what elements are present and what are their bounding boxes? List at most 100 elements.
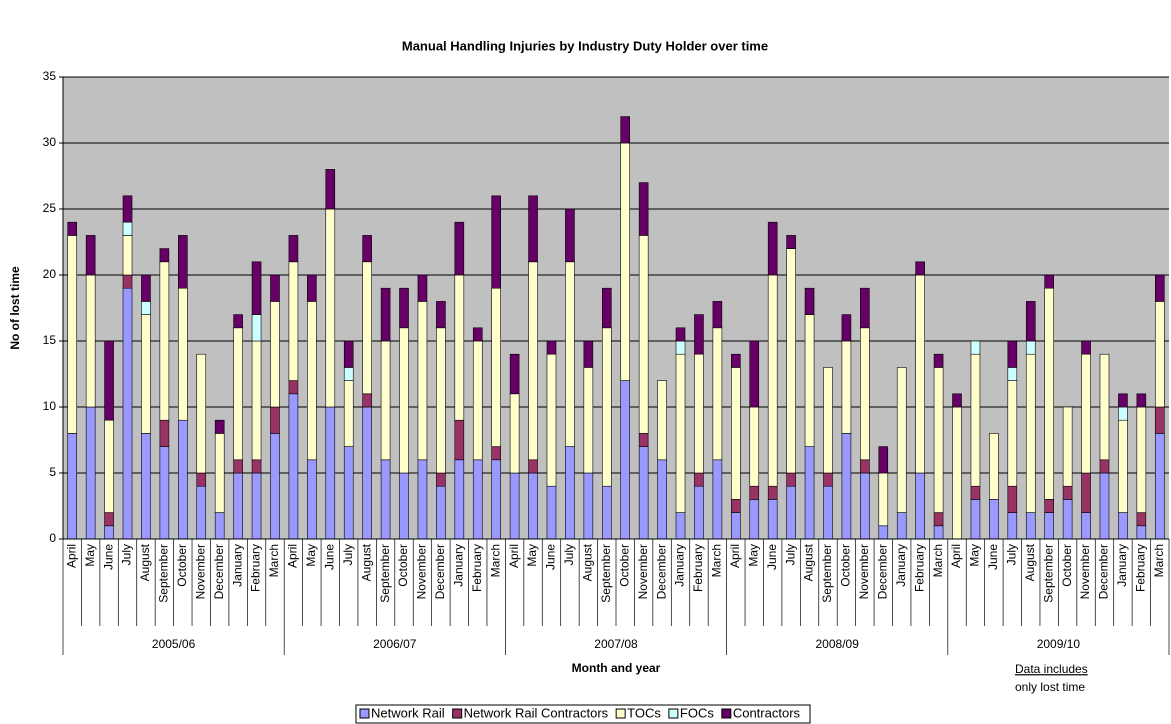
bar-segment xyxy=(104,512,114,527)
bar-segment xyxy=(749,406,760,487)
bar-segment xyxy=(601,287,612,329)
bar-segment xyxy=(1154,433,1165,540)
x-tick-label: January xyxy=(1115,544,1129,587)
bar-segment xyxy=(1007,380,1018,487)
bar-segment xyxy=(749,485,760,500)
bar-segment xyxy=(380,340,391,461)
bar-segment xyxy=(860,459,870,474)
legend-swatch xyxy=(668,708,679,719)
bar-segment xyxy=(472,340,483,461)
bar-segment xyxy=(380,459,391,540)
bar-segment xyxy=(141,314,151,434)
bar-segment xyxy=(270,274,280,302)
bar-segment xyxy=(952,393,962,408)
bar-segment xyxy=(104,525,114,540)
bar-segment xyxy=(1136,512,1147,527)
bar-segment xyxy=(583,367,594,474)
y-tick-label: 15 xyxy=(43,333,57,347)
bar-segment xyxy=(804,314,815,447)
group-label: 2007/08 xyxy=(594,637,638,651)
legend-label: Network Rail Contractors xyxy=(464,705,609,720)
bar-segment xyxy=(675,327,686,342)
x-tick-label: December xyxy=(875,544,889,599)
bar-segment xyxy=(436,327,446,474)
bar-segment xyxy=(1136,525,1147,540)
bar-segment xyxy=(694,472,704,487)
bar-segment xyxy=(417,274,428,302)
x-tick-label: May xyxy=(83,544,97,567)
bar-segment xyxy=(307,301,317,461)
bar-segment xyxy=(1118,512,1128,540)
bar-segment xyxy=(933,367,944,513)
group-label: 2008/09 xyxy=(816,637,860,651)
x-tick-label: September xyxy=(157,544,171,603)
bar-segment xyxy=(1154,301,1165,408)
x-tick-label: November xyxy=(193,544,207,599)
bar-segment xyxy=(472,459,483,540)
bar-segment xyxy=(731,353,741,368)
bar-segment xyxy=(1062,485,1073,500)
y-tick-label: 30 xyxy=(43,135,57,149)
legend: Network Rail Network Rail Contractors TOCs… xyxy=(355,704,811,724)
bar-segment xyxy=(122,221,133,236)
bar-segment xyxy=(380,287,391,342)
bar-segment xyxy=(528,472,538,540)
bar-segment xyxy=(638,446,649,540)
bar-segment xyxy=(731,367,741,500)
bar-segment xyxy=(509,472,520,540)
bar-segment xyxy=(823,367,833,474)
x-tick-label: May xyxy=(304,544,318,567)
x-tick-label: August xyxy=(1023,543,1037,581)
bar-segment xyxy=(1118,419,1128,513)
bar-segment xyxy=(104,340,114,421)
bar-segment xyxy=(638,235,649,434)
bar-segment xyxy=(251,459,262,474)
bar-segment xyxy=(989,433,999,500)
bar-segment xyxy=(933,512,944,527)
bar-segment xyxy=(362,261,372,395)
x-tick-label: August xyxy=(138,543,152,581)
x-tick-label: June xyxy=(101,544,115,570)
x-tick-label: September xyxy=(1041,544,1055,603)
bar-segment xyxy=(196,485,207,540)
bar-segment xyxy=(122,195,133,223)
bar-segment xyxy=(1044,287,1054,500)
bar-segment xyxy=(841,433,852,540)
bar-segment xyxy=(860,472,870,540)
legend-swatch xyxy=(615,708,626,719)
bar-segment xyxy=(731,499,741,513)
x-tick-label: April xyxy=(949,544,963,568)
bar-segment xyxy=(841,314,852,342)
bar-segment xyxy=(362,406,372,540)
bar-segment xyxy=(288,261,299,381)
x-tick-label: June xyxy=(544,544,558,570)
bar-segment xyxy=(251,472,262,540)
bar-segment xyxy=(436,485,446,540)
x-tick-label: November xyxy=(857,544,871,599)
bar-segment xyxy=(675,512,686,540)
bar-segment xyxy=(1081,340,1091,355)
bar-segment xyxy=(528,459,538,474)
bar-segment xyxy=(1099,353,1110,461)
bar-segment xyxy=(67,433,78,540)
bar-segment xyxy=(288,380,299,395)
bar-segment xyxy=(1081,512,1091,540)
bar-segment xyxy=(933,525,944,540)
bar-segment xyxy=(1081,472,1091,513)
x-tick-label: August xyxy=(581,543,595,581)
bar-segment xyxy=(583,340,594,368)
annotation: Data includes xyxy=(1015,662,1088,676)
bar-segment xyxy=(141,274,151,302)
bar-segment xyxy=(970,499,981,540)
x-tick-label: March xyxy=(267,544,281,577)
bar-segment xyxy=(970,340,981,355)
bar-segment xyxy=(141,301,151,315)
x-tick-label: May xyxy=(525,544,539,567)
group-label: 2009/10 xyxy=(1037,637,1081,651)
bar-segment xyxy=(1099,459,1110,474)
x-axis-label: Month and year xyxy=(572,661,661,675)
bar-segment xyxy=(970,485,981,500)
bar-segment xyxy=(657,380,667,461)
bar-segment xyxy=(749,340,760,408)
